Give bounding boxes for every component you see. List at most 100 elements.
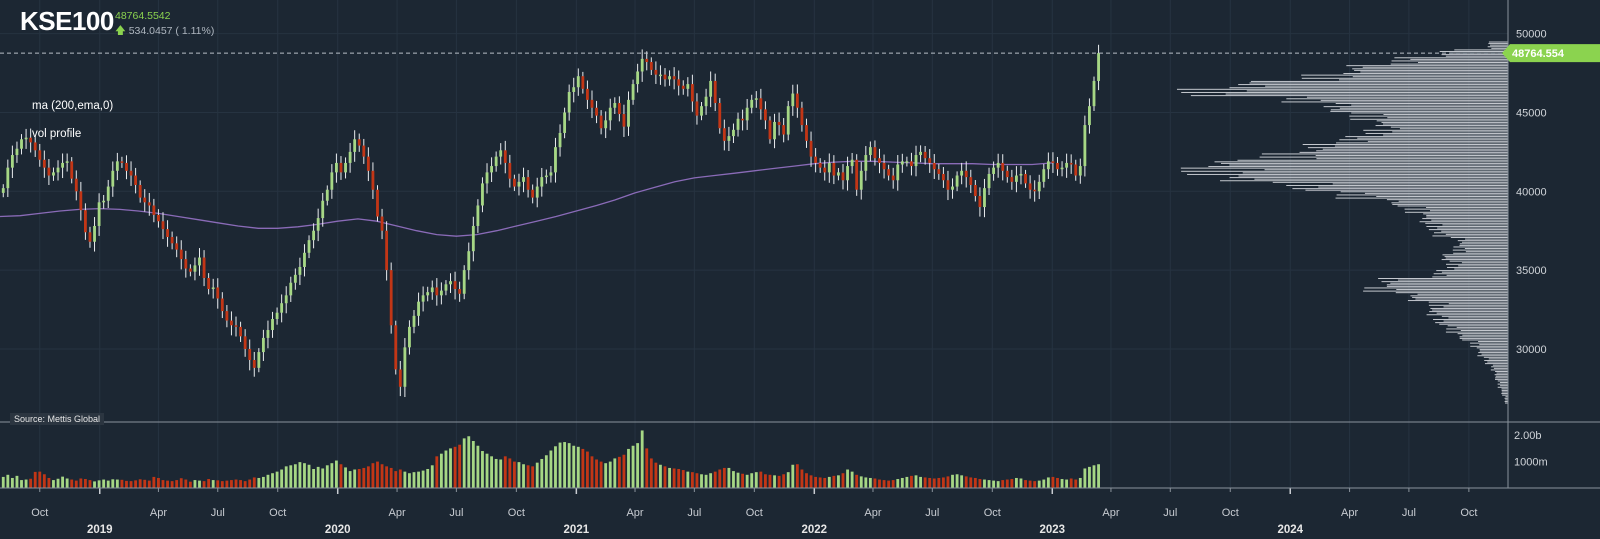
volume-bar (385, 466, 389, 488)
volume-profile-bar (1441, 54, 1508, 56)
volume-bar (544, 455, 548, 488)
volume-bar (353, 469, 357, 488)
candle-up (659, 74, 662, 77)
candle-up (704, 96, 708, 107)
candle-down (138, 184, 142, 198)
volume-bar (143, 479, 147, 488)
candle-down (339, 162, 343, 173)
volume-bar (15, 475, 19, 488)
volume-profile-bar (1437, 227, 1508, 229)
candle-down (923, 151, 927, 159)
volume-bar (70, 479, 74, 488)
volume-bar (1015, 477, 1018, 488)
candle-down (70, 161, 74, 179)
volume-bar (800, 469, 804, 488)
volume-profile-bar (1425, 222, 1508, 224)
volume-profile-bar (1316, 150, 1508, 152)
candle-down (398, 369, 402, 387)
volume-bar (47, 477, 51, 488)
volume-bar (20, 480, 23, 488)
candle-down (818, 162, 822, 168)
volume-bar (887, 480, 891, 488)
volume-profile-bar (1392, 203, 1508, 205)
candle-down (777, 121, 781, 126)
candle-up (280, 303, 284, 313)
volume-profile-bar (1428, 304, 1508, 306)
volume-bar (33, 471, 37, 488)
volume-bar (494, 458, 498, 488)
volume-bar (348, 471, 352, 488)
last-price-tag-label: 48764.554 (1512, 48, 1565, 60)
volume-profile-bar (1301, 77, 1508, 79)
candle-down (42, 159, 46, 168)
volume-profile-bar (1423, 213, 1508, 215)
volume-bar (335, 460, 338, 488)
volume-bar (595, 459, 598, 488)
volume-profile-bar (1383, 134, 1508, 136)
volume-profile-bar (1378, 278, 1508, 279)
candle-up (490, 166, 493, 173)
candle-up (554, 147, 557, 173)
volume-profile-bar (1336, 194, 1508, 196)
volume-profile-bar (1493, 367, 1508, 369)
candle-up (289, 282, 293, 296)
study-vol-profile-label[interactable]: vol profile (32, 128, 82, 140)
candle-down (763, 109, 767, 121)
volume-bar (846, 469, 849, 488)
candle-up (348, 151, 352, 163)
candle-down (814, 156, 818, 163)
candle-up (631, 84, 635, 100)
volume-profile-bar (1386, 285, 1508, 287)
volume-bar (668, 467, 671, 488)
volume-bar (280, 469, 284, 488)
volume-profile-bar (1323, 106, 1508, 108)
volume-bar (649, 458, 653, 488)
volume-bar (166, 480, 169, 488)
volume-bar (321, 468, 325, 488)
candle-down (1069, 162, 1073, 165)
candle-down (526, 177, 530, 190)
volume-bar (700, 474, 703, 488)
candle-down (202, 257, 206, 278)
candle-up (786, 106, 790, 135)
volume-bar (613, 458, 617, 488)
volume-bar (599, 461, 603, 488)
volume-profile-bar (1367, 140, 1508, 142)
volume-bar (987, 480, 991, 488)
candle-up (668, 76, 671, 80)
study-ma-label[interactable]: ma (200,ema,0) (32, 100, 114, 112)
volume-profile-bar (1439, 50, 1508, 52)
candle-down (622, 114, 626, 127)
candle-up (412, 315, 416, 327)
candle-down (47, 167, 51, 176)
volume-profile-bar (1448, 317, 1508, 319)
candle-up (97, 202, 101, 226)
volume-profile-bar (1357, 137, 1508, 139)
volume-profile-bar (1470, 342, 1508, 344)
candle-up (24, 137, 28, 140)
volume-bar (978, 479, 982, 488)
candle-up (955, 175, 959, 187)
volume-profile-bar (1479, 350, 1508, 352)
candle-down (170, 237, 174, 244)
volume-bar (1033, 481, 1037, 488)
volume-bar (859, 476, 863, 488)
volume-bar (230, 480, 233, 488)
candle-down (503, 150, 507, 163)
candle-up (257, 352, 261, 368)
volume-profile-bar (1453, 246, 1508, 248)
candle-up (732, 129, 735, 137)
volume-profile-bar (1335, 103, 1508, 104)
candle-up (476, 205, 480, 226)
candle-down (134, 175, 138, 185)
volume-profile-bar (1281, 101, 1508, 103)
volume-bar (955, 474, 959, 488)
volume-bar (471, 441, 475, 488)
volume-bar (576, 446, 580, 488)
month-tick-label: Apr (626, 507, 643, 519)
volume-profile-bar (1316, 158, 1508, 160)
volume-bar (435, 456, 439, 488)
candle-down (385, 230, 389, 271)
candle-down (362, 145, 366, 157)
